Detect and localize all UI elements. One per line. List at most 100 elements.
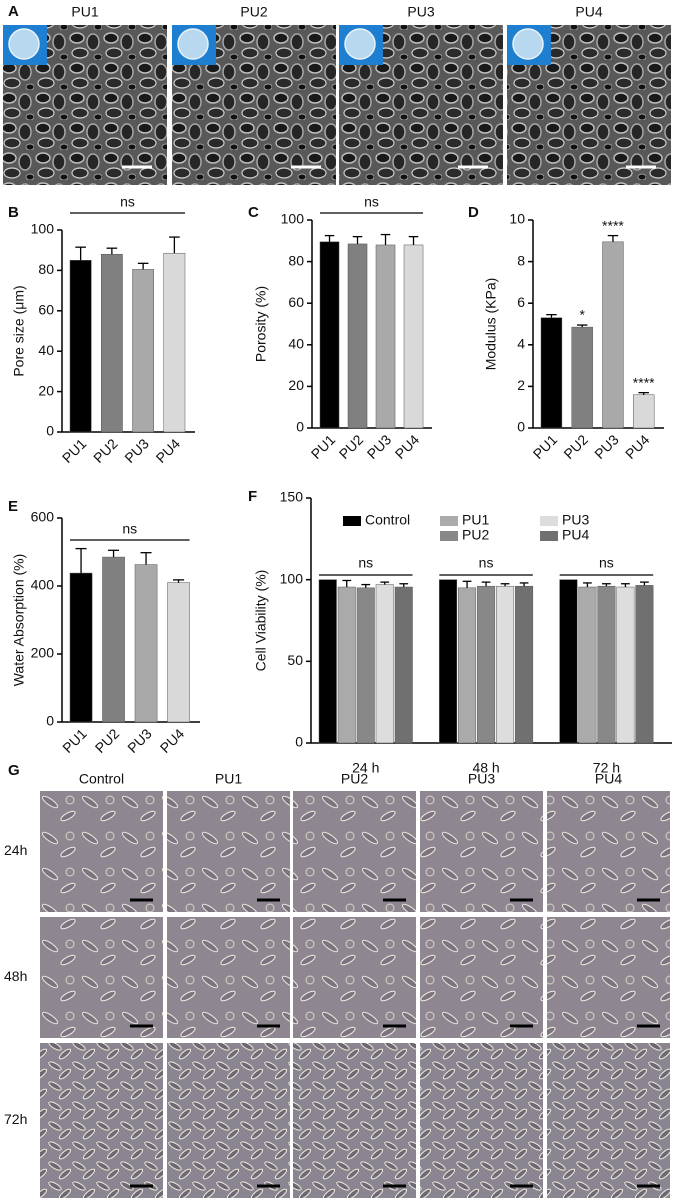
bar [163, 252, 186, 433]
bar [356, 587, 375, 744]
y-tick-label: 0 [296, 419, 304, 435]
x-tick-label: PU4 [157, 725, 188, 756]
y-tick-label: 8 [517, 252, 525, 268]
column-label: PU3 [468, 771, 495, 787]
legend-label: Control [365, 512, 410, 528]
bar [375, 584, 394, 744]
x-tick-label: PU1 [59, 725, 90, 756]
y-axis-label: Porosity (%) [253, 286, 269, 362]
bar [167, 582, 190, 723]
inset-scaffold [8, 28, 40, 60]
legend-swatch [540, 531, 558, 541]
y-tick-label: 100 [31, 221, 55, 237]
y-tick-label: 60 [38, 302, 54, 318]
cell-image [167, 1043, 290, 1198]
x-tick-label: PU3 [364, 431, 395, 462]
significance-label: **** [602, 217, 624, 233]
y-tick-label: 0 [46, 423, 54, 439]
panel-label: C [248, 204, 259, 221]
column-label: PU4 [595, 771, 622, 787]
cell-image [420, 917, 543, 1038]
cell-image [547, 1043, 670, 1198]
cell-image [40, 917, 163, 1038]
x-tick-label: PU4 [622, 431, 653, 462]
bar [134, 564, 158, 723]
y-tick-label: 200 [31, 645, 55, 661]
bar [318, 579, 337, 744]
bracket-label: ns [479, 555, 494, 571]
bar [101, 253, 123, 433]
legend-label: PU1 [462, 512, 489, 528]
y-axis-label: Pore size (μm) [11, 285, 27, 376]
y-axis-label: Modulus (KPa) [483, 278, 499, 371]
bracket-label: ns [364, 194, 379, 210]
bar [571, 326, 593, 429]
row-label: 72h [4, 1111, 27, 1127]
y-tick-label: 10 [509, 211, 525, 227]
legend-label: PU2 [462, 527, 489, 543]
bar [69, 572, 93, 723]
cell-image [420, 1043, 543, 1198]
bar [602, 241, 624, 429]
x-tick-label: PU2 [92, 725, 123, 756]
row-label: 48h [4, 968, 27, 984]
y-tick-label: 40 [288, 336, 304, 352]
bar [439, 579, 458, 744]
cell-image [40, 791, 163, 912]
cell-image [547, 917, 670, 1038]
cell-image [293, 791, 416, 912]
x-tick-label: PU2 [336, 431, 367, 462]
x-tick-label: PU1 [59, 435, 90, 466]
y-axis-label: Cell Viability (%) [253, 570, 269, 672]
bar [496, 585, 515, 744]
bar [540, 317, 563, 429]
legend-label: PU3 [562, 512, 589, 528]
image-title: PU3 [407, 4, 434, 20]
y-tick-label: 100 [281, 211, 305, 227]
bar [132, 269, 154, 433]
x-tick-label: PU3 [121, 435, 152, 466]
legend-label: PU4 [562, 527, 589, 543]
x-tick-label: PU2 [560, 431, 591, 462]
bar [347, 243, 368, 429]
bar [337, 586, 356, 744]
x-tick-label: PU1 [530, 431, 561, 462]
panel-label: A [8, 3, 19, 20]
y-tick-label: 600 [31, 509, 55, 525]
y-tick-label: 0 [295, 734, 303, 750]
legend-swatch [540, 516, 558, 526]
cell-image [420, 791, 543, 912]
y-tick-label: 0 [517, 419, 525, 435]
bracket-label: ns [599, 555, 614, 571]
y-tick-label: 6 [517, 294, 525, 310]
x-tick-label: PU4 [153, 435, 184, 466]
column-label: Control [79, 771, 124, 787]
image-title: PU4 [575, 4, 602, 20]
panel-label: F [248, 488, 257, 505]
panel-label: D [468, 204, 479, 221]
inset-scaffold [512, 28, 544, 60]
panel-label: E [8, 498, 18, 515]
bar [559, 579, 578, 744]
y-tick-label: 50 [287, 652, 303, 668]
bar [69, 260, 92, 433]
bar [458, 587, 477, 744]
bracket-label: ns [358, 555, 373, 571]
bar [616, 586, 635, 744]
y-tick-label: 80 [288, 252, 304, 268]
cell-image [40, 1043, 163, 1198]
inset-scaffold [177, 28, 209, 60]
bar [403, 244, 424, 429]
y-tick-label: 2 [517, 377, 525, 393]
image-title: PU1 [71, 4, 98, 20]
x-tick-label: 24 h [352, 760, 379, 776]
y-tick-label: 40 [38, 342, 54, 358]
bar [597, 585, 616, 744]
x-tick-label: 72 h [593, 760, 620, 776]
image-title: PU2 [240, 4, 267, 20]
cell-image [167, 917, 290, 1038]
x-tick-label: PU4 [392, 431, 423, 462]
x-tick-label: PU2 [90, 435, 121, 466]
